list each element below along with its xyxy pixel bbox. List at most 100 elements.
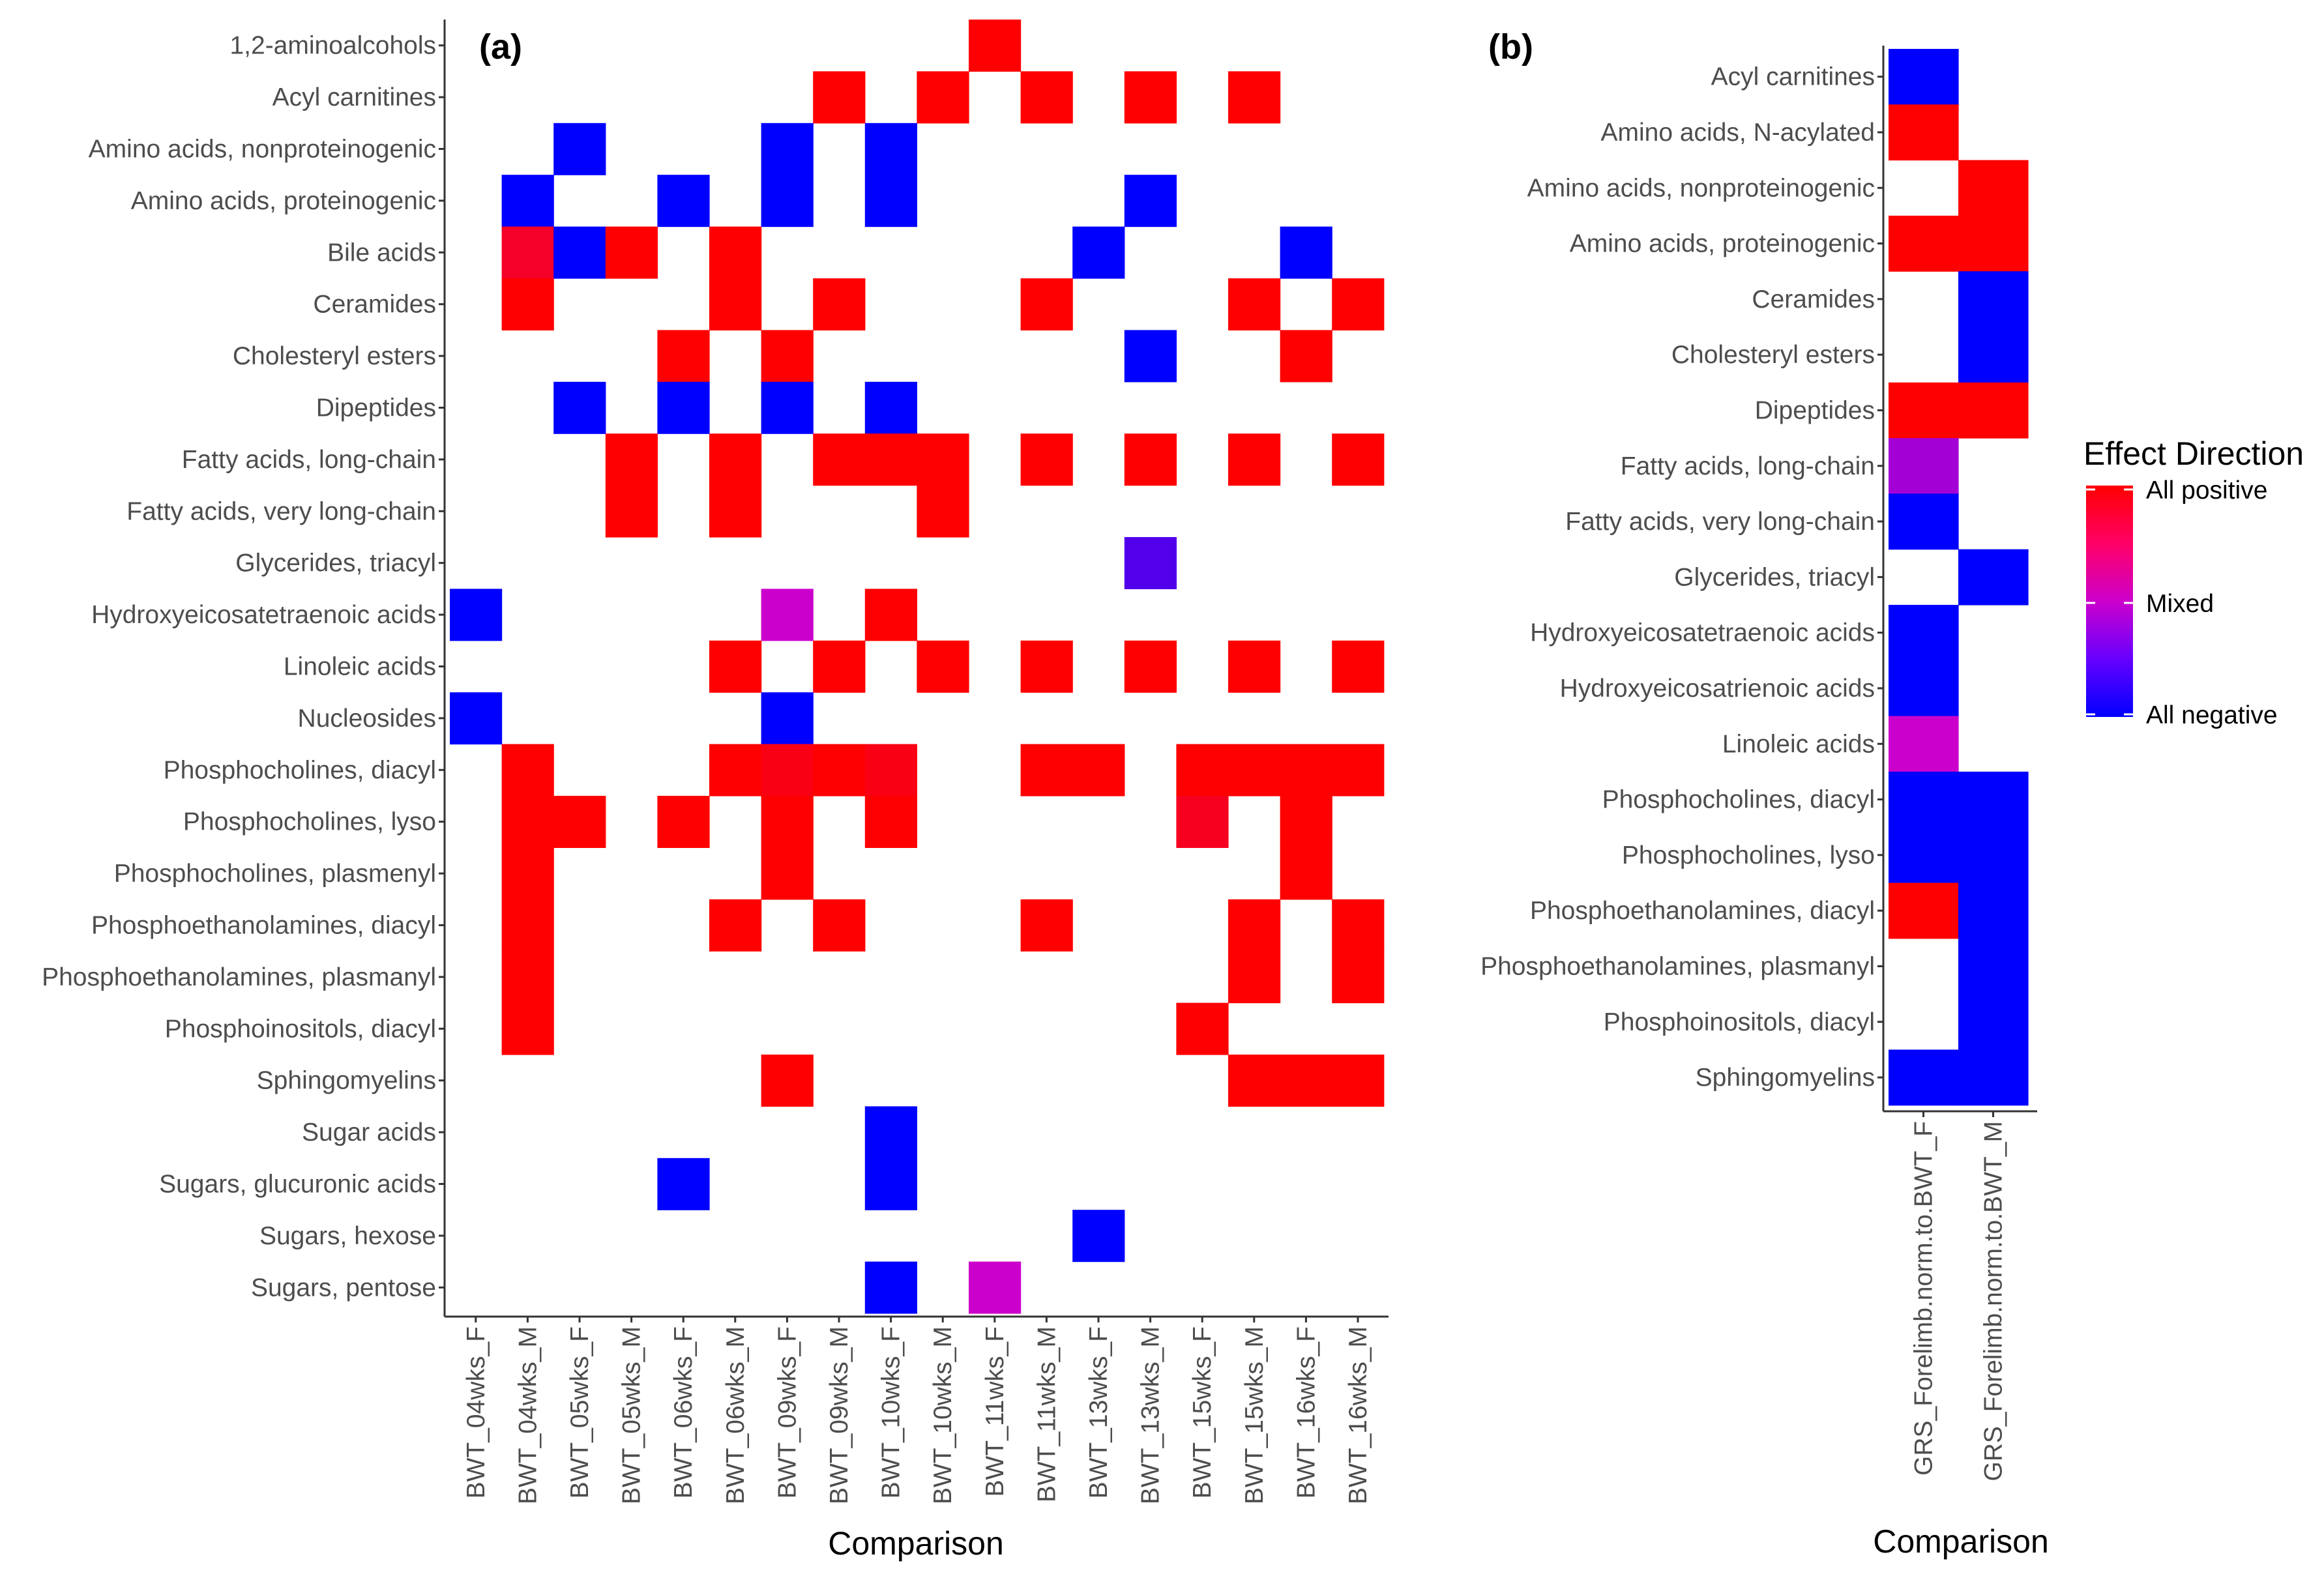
heatmap-cell-fatty-acids-long-chain-bwt-13wks-m xyxy=(1124,433,1177,486)
heatmap-cell-bile-acids-bwt-05wks-f xyxy=(553,226,606,279)
x-tick-label-bwt-09wks-f: BWT_09wks_F xyxy=(773,1326,801,1498)
legend-colorbar xyxy=(2086,486,2133,717)
heatmap-cell-hydroxyeicosatrienoic-acids-grs-forelimb-norm-to-bwt-f xyxy=(1889,660,1959,717)
y-tick-label-phosphoinositols-diacyl: Phosphoinositols, diacyl xyxy=(165,1015,436,1043)
y-tick-label-acyl-carnitines: Acyl carnitines xyxy=(272,83,436,111)
heatmap-cell-ceramides-bwt-06wks-m xyxy=(709,278,762,330)
y-tick-label-phosphoethanolamines-diacyl: Phosphoethanolamines, diacyl xyxy=(91,912,436,940)
heatmap-cell-amino-acids-nonproteinogenic-grs-forelimb-norm-to-bwt-m xyxy=(1958,160,2029,216)
heatmap-cell-sphingomyelins-bwt-09wks-f xyxy=(761,1055,814,1107)
heatmap-cell-sugars-pentose-bwt-11wks-f xyxy=(969,1261,1022,1314)
y-tick-label-phosphocholines-plasmenyl: Phosphocholines, plasmenyl xyxy=(114,860,436,888)
heatmap-cell-fatty-acids-long-chain-bwt-16wks-m xyxy=(1332,433,1385,486)
heatmap-cell-phosphocholines-lyso-bwt-10wks-f xyxy=(864,796,917,848)
heatmap-cell-amino-acids-proteinogenic-grs-forelimb-norm-to-bwt-m xyxy=(1958,215,2029,272)
x-tick-label-bwt-16wks-f: BWT_16wks_F xyxy=(1292,1326,1320,1498)
heatmap-cell-fatty-acids-long-chain-bwt-10wks-m xyxy=(917,433,969,486)
heatmap-cell-dipeptides-bwt-10wks-f xyxy=(864,381,917,434)
heatmap-cell-amino-acids-proteinogenic-bwt-13wks-m xyxy=(1124,175,1177,227)
heatmap-cell-amino-acids-proteinogenic-bwt-04wks-m xyxy=(501,175,554,227)
y-tick-label-fatty-acids-very-long-chain: Fatty acids, very long-chain xyxy=(1565,508,1875,536)
x-tick-label-bwt-06wks-f: BWT_06wks_F xyxy=(669,1326,698,1498)
heatmap-cell-ceramides-bwt-04wks-m xyxy=(501,278,554,330)
heatmap-cell-1-2-aminoalcohols-bwt-11wks-f xyxy=(969,20,1022,72)
heatmap-cell-amino-acids-proteinogenic-bwt-09wks-f xyxy=(761,175,814,227)
x-tick-label-bwt-11wks-m: BWT_11wks_M xyxy=(1033,1326,1061,1502)
heatmap-cell-sphingomyelins-bwt-15wks-m xyxy=(1228,1055,1281,1107)
heatmap-cell-fatty-acids-long-chain-bwt-05wks-m xyxy=(605,433,658,486)
y-tick-label-fatty-acids-long-chain: Fatty acids, long-chain xyxy=(182,446,436,474)
heatmap-cell-acyl-carnitines-bwt-09wks-m xyxy=(813,71,866,124)
y-tick-label-amino-acids-proteinogenic: Amino acids, proteinogenic xyxy=(1570,230,1875,258)
legend-label-mixed: Mixed xyxy=(2146,590,2214,618)
y-tick-label-phosphoethanolamines-plasmanyl: Phosphoethanolamines, plasmanyl xyxy=(42,963,436,991)
heatmap-cell-phosphocholines-lyso-bwt-15wks-f xyxy=(1176,796,1229,848)
y-tick-label-amino-acids-n-acylated: Amino acids, N-acylated xyxy=(1600,119,1875,147)
y-tick-label-sugars-glucuronic-acids: Sugars, glucuronic acids xyxy=(159,1171,436,1199)
heatmap-cell-phosphocholines-lyso-bwt-09wks-f xyxy=(761,796,814,848)
heatmap-cell-dipeptides-bwt-06wks-f xyxy=(657,381,710,434)
x-axis-title: Comparison xyxy=(1873,1523,2049,1560)
heatmap-cell-ceramides-bwt-09wks-m xyxy=(813,278,866,330)
y-tick-label-1-2-aminoalcohols: 1,2-aminoalcohols xyxy=(229,32,436,60)
heatmap-cell-phosphocholines-lyso-grs-forelimb-norm-to-bwt-m xyxy=(1958,827,2029,884)
heatmap-cell-sugars-pentose-bwt-10wks-f xyxy=(864,1261,917,1314)
y-tick-label-phosphocholines-diacyl: Phosphocholines, diacyl xyxy=(164,756,436,784)
y-tick-label-phosphoethanolamines-plasmanyl: Phosphoethanolamines, plasmanyl xyxy=(1480,952,1875,980)
heatmap-cell-phosphocholines-diacyl-bwt-15wks-f xyxy=(1176,744,1229,796)
y-tick-label-linoleic-acids: Linoleic acids xyxy=(284,653,436,681)
heatmap-cell-phosphocholines-lyso-bwt-05wks-f xyxy=(553,796,606,848)
heatmap-cell-phosphoethanolamines-diacyl-bwt-04wks-m xyxy=(501,899,554,952)
panel-a: (a) 1,2-aminoalcohols Acyl carnitines Amino… xyxy=(42,20,1389,1562)
heatmap-cell-ceramides-bwt-11wks-m xyxy=(1020,278,1073,330)
heatmap-cell-amino-acids-proteinogenic-bwt-06wks-f xyxy=(657,175,710,227)
x-tick-label-bwt-04wks-f: BWT_04wks_F xyxy=(462,1326,490,1498)
x-tick-label-bwt-04wks-m: BWT_04wks_M xyxy=(514,1326,542,1504)
x-tick-label-grs-forelimb-norm-to-bwt-f: GRS_Forelimb.norm.to.BWT_F xyxy=(1910,1121,1938,1476)
heatmap-cell-phosphoethanolamines-diacyl-bwt-16wks-m xyxy=(1332,899,1385,952)
heatmap-cell-phosphoethanolamines-plasmanyl-grs-forelimb-norm-to-bwt-m xyxy=(1958,938,2029,995)
heatmap-cell-linoleic-acids-grs-forelimb-norm-to-bwt-f xyxy=(1889,716,1959,772)
heatmap-cell-sphingomyelins-bwt-16wks-m xyxy=(1332,1055,1385,1107)
heatmap-cell-amino-acids-nonproteinogenic-bwt-09wks-f xyxy=(761,123,814,175)
heatmap-cell-ceramides-bwt-15wks-m xyxy=(1228,278,1281,330)
heatmap-cell-sphingomyelins-grs-forelimb-norm-to-bwt-f xyxy=(1889,1049,1959,1106)
heatmap-cell-phosphoethanolamines-diacyl-bwt-09wks-m xyxy=(813,899,866,952)
heatmap-cell-phosphoethanolamines-diacyl-grs-forelimb-norm-to-bwt-f xyxy=(1889,883,1959,939)
heatmap-cell-acyl-carnitines-bwt-11wks-m xyxy=(1020,71,1073,124)
y-tick-label-phosphocholines-diacyl: Phosphocholines, diacyl xyxy=(1602,786,1875,814)
x-tick-label-bwt-09wks-m: BWT_09wks_M xyxy=(825,1326,853,1504)
heatmap-cell-phosphocholines-diacyl-bwt-15wks-m xyxy=(1228,744,1281,796)
heatmap-cell-phosphocholines-diacyl-grs-forelimb-norm-to-bwt-m xyxy=(1958,771,2029,828)
x-tick-label-bwt-06wks-m: BWT_06wks_M xyxy=(722,1326,750,1504)
heatmap-cell-linoleic-acids-bwt-06wks-m xyxy=(709,640,762,693)
x-tick-label-bwt-16wks-m: BWT_16wks_M xyxy=(1344,1326,1372,1504)
heatmap-cell-sphingomyelins-grs-forelimb-norm-to-bwt-m xyxy=(1958,1049,2029,1106)
heatmap-cell-phosphoinositols-diacyl-bwt-15wks-f xyxy=(1176,1002,1229,1055)
heatmap-cell-phosphocholines-lyso-bwt-06wks-f xyxy=(657,796,710,848)
y-tick-label-phosphoinositols-diacyl: Phosphoinositols, diacyl xyxy=(1604,1008,1875,1036)
y-tick-label-bile-acids: Bile acids xyxy=(327,239,436,267)
heatmap-cell-linoleic-acids-bwt-11wks-m xyxy=(1020,640,1073,693)
y-tick-label-sugars-hexose: Sugars, hexose xyxy=(259,1222,436,1250)
x-axis-title: Comparison xyxy=(828,1525,1004,1562)
heatmap-cell-amino-acids-n-acylated-grs-forelimb-norm-to-bwt-f xyxy=(1889,104,1959,161)
heatmap-cell-bile-acids-bwt-05wks-m xyxy=(605,226,658,279)
heatmap-cell-hydroxyeicosatetraenoic-acids-bwt-10wks-f xyxy=(864,589,917,641)
heatmap-cell-phosphocholines-diacyl-bwt-13wks-f xyxy=(1072,744,1125,796)
x-tick-label-bwt-10wks-m: BWT_10wks_M xyxy=(929,1326,957,1504)
x-tick-label-grs-forelimb-norm-to-bwt-m: GRS_Forelimb.norm.to.BWT_M xyxy=(1980,1121,2008,1481)
panel-label: (b) xyxy=(1488,27,1533,66)
x-tick-label-bwt-05wks-f: BWT_05wks_F xyxy=(566,1326,594,1498)
y-tick-label-glycerides-triacyl: Glycerides, triacyl xyxy=(235,549,436,577)
y-tick-label-cholesteryl-esters: Cholesteryl esters xyxy=(233,342,436,370)
heatmap-cell-amino-acids-nonproteinogenic-bwt-10wks-f xyxy=(864,123,917,175)
heatmap-cell-phosphoinositols-diacyl-grs-forelimb-norm-to-bwt-m xyxy=(1958,994,2029,1050)
heatmap-cell-fatty-acids-long-chain-bwt-09wks-m xyxy=(813,433,866,486)
heatmap-cell-phosphocholines-plasmenyl-bwt-04wks-m xyxy=(501,847,554,900)
panel-b: (b) Acyl carnitines Amino acids, N-acylate… xyxy=(1480,27,2049,1560)
heatmap-cell-phosphocholines-diacyl-bwt-06wks-m xyxy=(709,744,762,796)
y-tick-label-amino-acids-proteinogenic: Amino acids, proteinogenic xyxy=(131,187,436,215)
